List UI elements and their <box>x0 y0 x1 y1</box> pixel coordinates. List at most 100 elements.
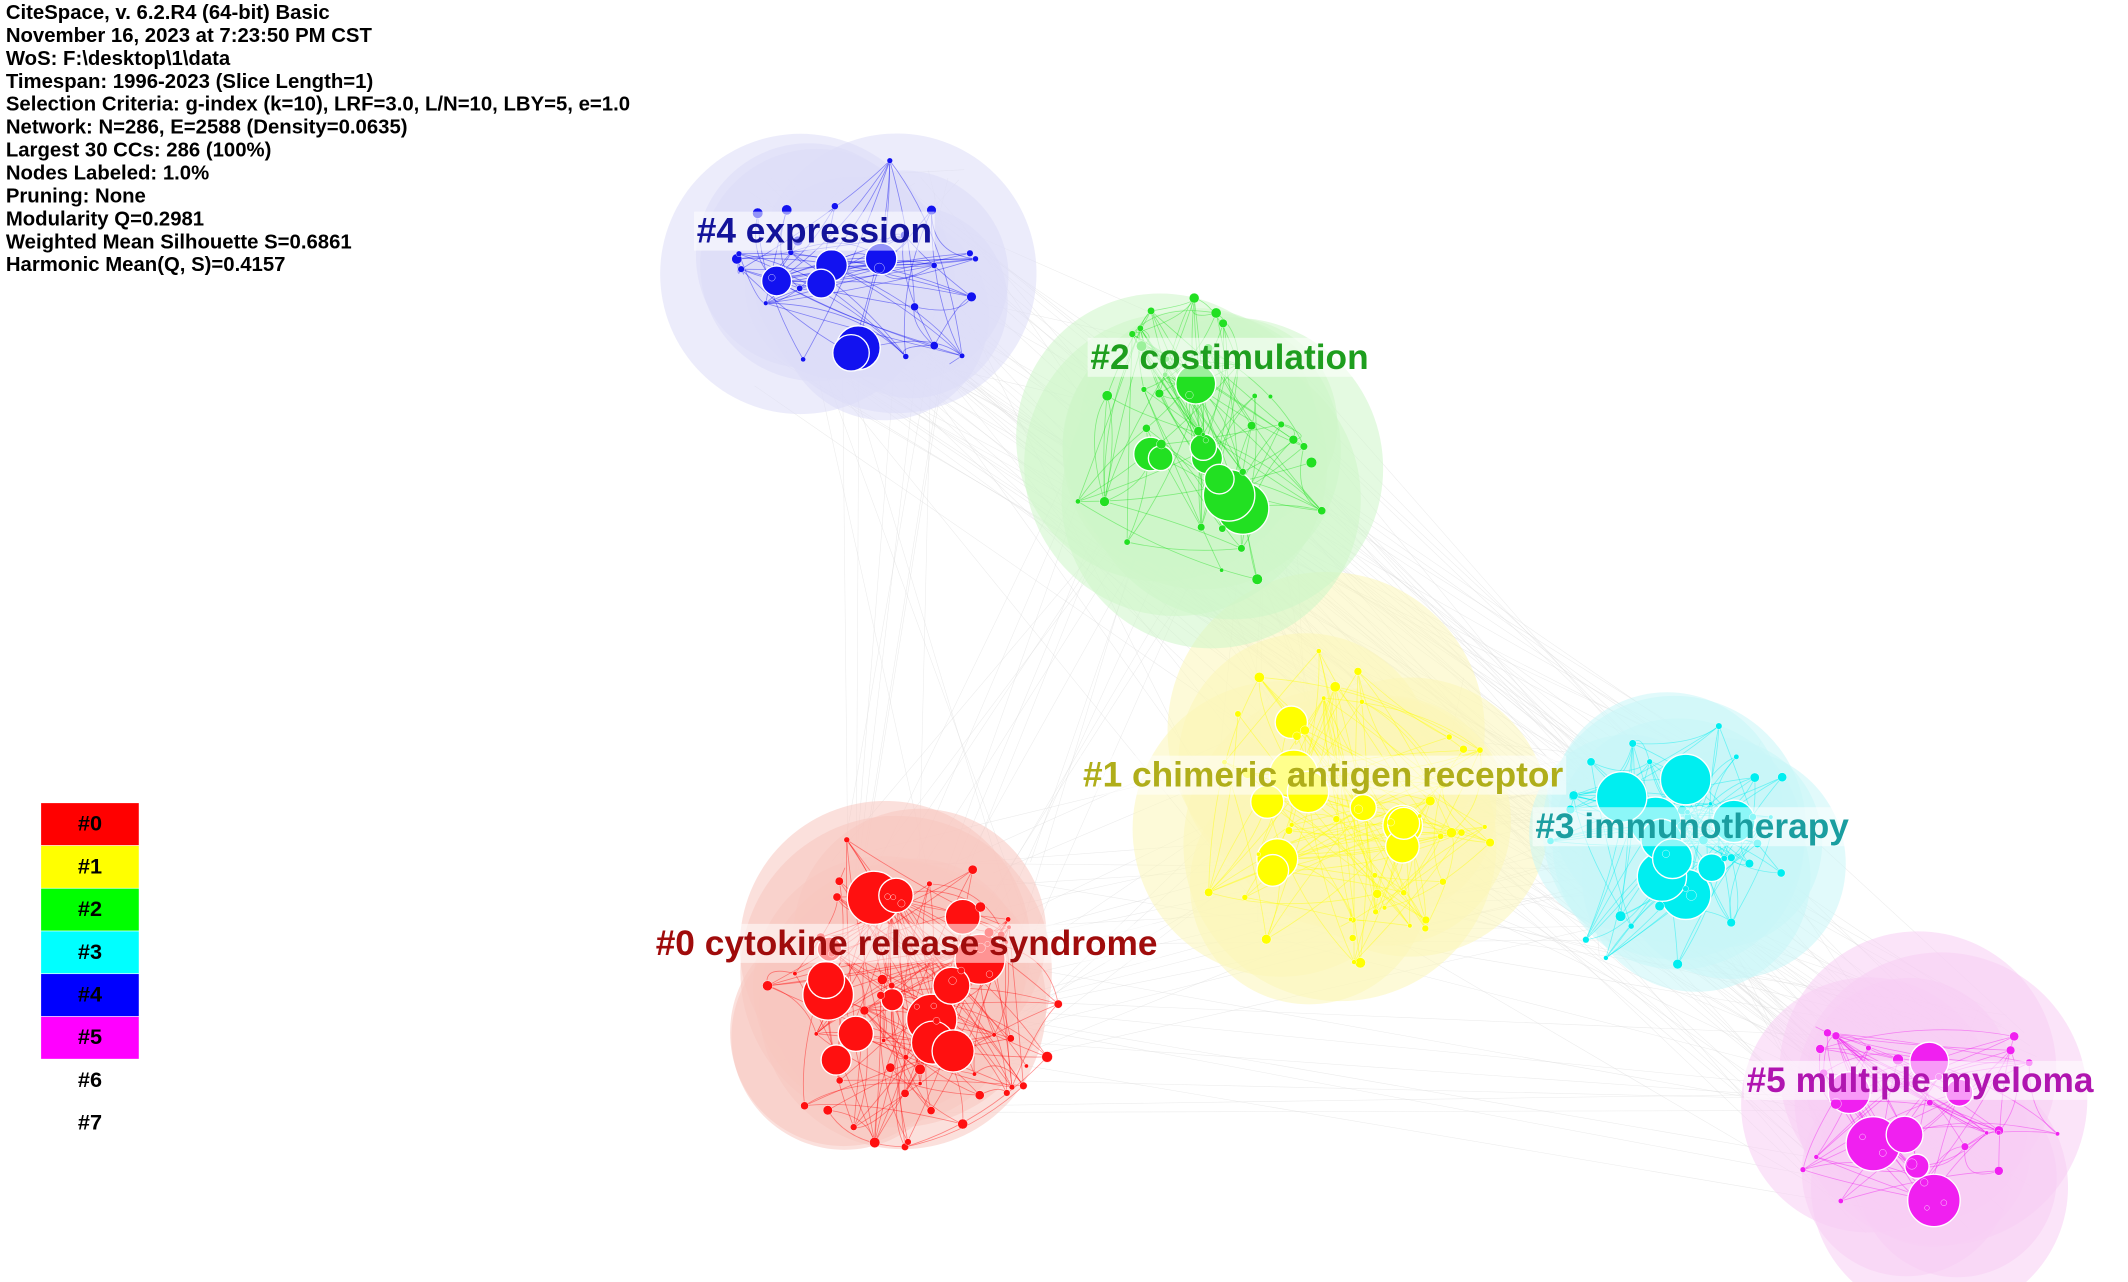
legend-label: #3 <box>78 939 102 964</box>
edge <box>776 258 976 282</box>
edge <box>1244 824 1403 898</box>
edge <box>919 1003 1059 1084</box>
edge <box>790 252 802 263</box>
node <box>1459 745 1468 754</box>
node <box>931 1029 975 1073</box>
edge <box>855 1033 1013 1088</box>
node <box>1777 772 1787 782</box>
node <box>1321 695 1327 701</box>
header-line: WoS: F:\desktop\1\data <box>6 48 231 70</box>
node <box>822 1105 833 1116</box>
node <box>1075 498 1081 505</box>
edge <box>889 160 963 356</box>
node <box>1300 725 1310 736</box>
node <box>1662 849 1670 858</box>
edge <box>1323 698 1392 823</box>
node <box>1482 824 1488 830</box>
node <box>1274 705 1309 740</box>
edge <box>839 1079 1024 1087</box>
edge <box>1300 446 1322 512</box>
node <box>884 893 891 900</box>
edge <box>804 1038 1011 1107</box>
edge <box>890 1067 963 1125</box>
edge <box>1323 697 1481 751</box>
edge <box>1266 801 1355 963</box>
legend-label: #2 <box>78 896 102 921</box>
edge <box>1202 323 1228 435</box>
node <box>1437 832 1445 840</box>
cluster-label: #3 immunotherapy <box>1535 807 1849 846</box>
node <box>1005 916 1011 923</box>
node <box>2009 1031 2019 1042</box>
node <box>1193 426 1204 436</box>
node <box>850 1123 858 1131</box>
node <box>1305 457 1317 469</box>
edge <box>904 1085 1024 1148</box>
edge <box>827 1034 995 1111</box>
edge <box>1632 725 1720 745</box>
cluster-label: #4 expression <box>697 212 932 251</box>
legend-label: #6 <box>78 1067 102 1092</box>
node <box>1241 894 1249 901</box>
edge <box>1820 1029 2015 1050</box>
edge <box>891 999 932 1111</box>
node <box>1123 538 1131 546</box>
header-line: Weighted Mean Silhouette S=0.6861 <box>6 231 352 253</box>
node <box>957 1118 968 1130</box>
node <box>926 880 933 887</box>
edge <box>1349 908 1354 921</box>
node <box>1154 388 1164 398</box>
node <box>837 1015 875 1053</box>
edge <box>1161 424 1282 445</box>
node <box>1837 1198 1844 1204</box>
node <box>930 1002 937 1010</box>
node <box>1354 957 1366 969</box>
node <box>1316 648 1322 654</box>
node <box>1277 420 1285 428</box>
edge <box>1208 891 1378 905</box>
node <box>926 1106 936 1115</box>
node <box>1823 1028 1832 1038</box>
edge <box>802 160 891 360</box>
edge <box>1384 842 1491 909</box>
node <box>1400 889 1407 897</box>
node <box>902 1054 909 1061</box>
node <box>1128 330 1136 338</box>
edge <box>1424 832 1454 929</box>
node <box>1256 853 1290 887</box>
node <box>1136 324 1144 332</box>
cluster-label: #1 chimeric antigen receptor <box>1083 756 1563 795</box>
node <box>1726 918 1736 928</box>
node <box>1353 804 1363 814</box>
edge <box>949 355 963 365</box>
edge <box>1189 395 1242 549</box>
node <box>1720 855 1728 862</box>
node <box>1142 424 1151 433</box>
header-line: November 16, 2023 at 7:23:50 PM CST <box>6 25 373 47</box>
legend-swatch <box>41 803 139 846</box>
node <box>843 836 850 843</box>
node <box>1382 905 1388 911</box>
background-edge <box>874 1039 1928 1219</box>
node <box>913 1003 920 1010</box>
node <box>1218 524 1227 533</box>
edge <box>1335 686 1481 751</box>
node <box>1349 793 1378 822</box>
node <box>1457 828 1466 837</box>
edge <box>1318 650 1339 820</box>
edge <box>1208 701 1363 893</box>
node <box>1586 757 1596 767</box>
node <box>1348 934 1357 942</box>
edge <box>1202 323 1225 448</box>
node <box>1813 1154 1819 1160</box>
edge <box>846 839 1010 928</box>
node <box>917 1081 923 1086</box>
node <box>1218 318 1228 328</box>
edge <box>1104 395 1113 502</box>
node <box>1041 1051 1053 1063</box>
edge <box>880 994 1048 1058</box>
edge <box>1077 427 1147 502</box>
edge <box>896 1057 907 1148</box>
node <box>880 987 905 1012</box>
